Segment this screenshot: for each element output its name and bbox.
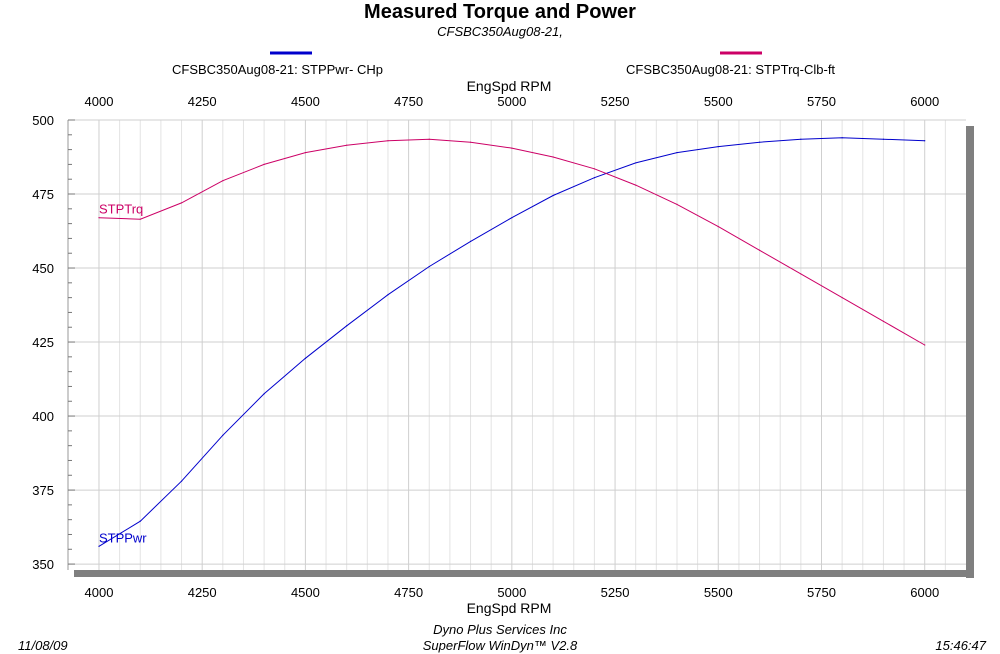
- data-point-torque: [882, 320, 885, 322]
- chart-subtitle: CFSBC350Aug08-21,: [437, 24, 563, 39]
- x-tick-label-bottom: 5250: [601, 585, 630, 600]
- series-label-power: STPPwr: [99, 530, 147, 545]
- y-tick-label: 375: [32, 483, 54, 498]
- data-point-torque: [428, 138, 430, 140]
- footer-time: 15:46:47: [935, 638, 986, 653]
- data-point-power: [511, 217, 513, 219]
- data-point-power: [469, 240, 472, 242]
- footer-software: SuperFlow WinDyn™ V2.8: [422, 638, 578, 653]
- data-point-power: [593, 177, 596, 179]
- data-point-torque: [924, 344, 926, 346]
- y-tick-label: 425: [32, 335, 54, 350]
- x-axis-title-top: EngSpd RPM: [466, 78, 552, 94]
- data-point-power: [635, 162, 637, 164]
- data-point-torque: [469, 141, 472, 143]
- data-point-power: [139, 520, 141, 522]
- x-tick-label-bottom: 4000: [85, 585, 114, 600]
- data-point-torque: [263, 163, 265, 166]
- y-tick-label: 350: [32, 557, 54, 572]
- y-tick-label: 500: [32, 113, 54, 128]
- x-tick-label-bottom: 4250: [188, 585, 217, 600]
- data-point-torque: [304, 151, 307, 154]
- data-point-torque: [552, 156, 554, 158]
- x-tick-label-bottom: 5750: [807, 585, 836, 600]
- plot-shadow-bottom: [74, 570, 974, 577]
- data-point-torque: [800, 273, 802, 275]
- x-tick-label-bottom: 5000: [497, 585, 526, 600]
- data-point-power: [222, 434, 224, 436]
- data-point-power: [758, 141, 761, 143]
- x-tick-label-top: 4250: [188, 94, 217, 109]
- footer-date: 11/08/09: [18, 638, 68, 653]
- data-point-torque: [180, 202, 183, 204]
- data-point-torque: [139, 218, 141, 220]
- x-tick-label-bottom: 4750: [394, 585, 423, 600]
- data-point-power: [180, 480, 183, 482]
- x-axis-title-bottom: EngSpd RPM: [466, 600, 552, 616]
- data-point-torque: [593, 168, 596, 170]
- x-tick-label-top: 6000: [910, 94, 939, 109]
- x-tick-label-top: 5000: [497, 94, 526, 109]
- y-tick-label: 400: [32, 409, 54, 424]
- x-tick-label-top: 4750: [394, 94, 423, 109]
- data-point-power: [800, 138, 802, 140]
- x-tick-label-top: 4500: [291, 94, 320, 109]
- x-tick-label-bottom: 6000: [910, 585, 939, 600]
- legend-label-power: CFSBC350Aug08-21: STPPwr- CHp: [172, 62, 383, 77]
- x-tick-label-top: 5500: [704, 94, 733, 109]
- data-point-power: [717, 146, 719, 148]
- footer-company: Dyno Plus Services Inc: [433, 622, 567, 637]
- x-tick-label-bottom: 4500: [291, 585, 320, 600]
- data-point-power: [882, 138, 885, 140]
- data-point-power: [304, 357, 307, 359]
- data-point-torque: [346, 144, 348, 146]
- x-tick-label-top: 5250: [601, 94, 630, 109]
- data-point-torque: [387, 140, 389, 142]
- data-point-torque: [98, 217, 100, 219]
- y-tick-label: 450: [32, 261, 54, 276]
- data-point-power: [263, 393, 265, 395]
- y-tick-label: 475: [32, 187, 54, 202]
- legend-label-torque: CFSBC350Aug08-21: STPTrq-Clb-ft: [626, 62, 836, 77]
- data-point-power: [552, 194, 554, 197]
- data-point-torque: [676, 203, 678, 205]
- plot-shadow-right: [966, 126, 974, 578]
- series-label-torque: STPTrq: [99, 202, 143, 217]
- x-tick-label-bottom: 5500: [704, 585, 733, 600]
- data-point-power: [841, 137, 843, 139]
- data-point-power: [387, 294, 389, 296]
- data-point-torque: [635, 184, 637, 186]
- data-point-power: [428, 265, 430, 268]
- data-point-torque: [841, 297, 843, 299]
- data-point-power: [346, 325, 348, 327]
- data-point-power: [924, 140, 926, 142]
- chart-title: Measured Torque and Power: [364, 1, 636, 23]
- data-point-torque: [222, 180, 224, 182]
- data-point-power: [98, 545, 100, 547]
- x-tick-label-top: 5750: [807, 94, 836, 109]
- data-point-torque: [717, 225, 719, 228]
- data-point-power: [676, 151, 678, 154]
- data-point-torque: [758, 249, 761, 251]
- data-point-torque: [511, 147, 513, 149]
- x-tick-label-top: 4000: [85, 94, 114, 109]
